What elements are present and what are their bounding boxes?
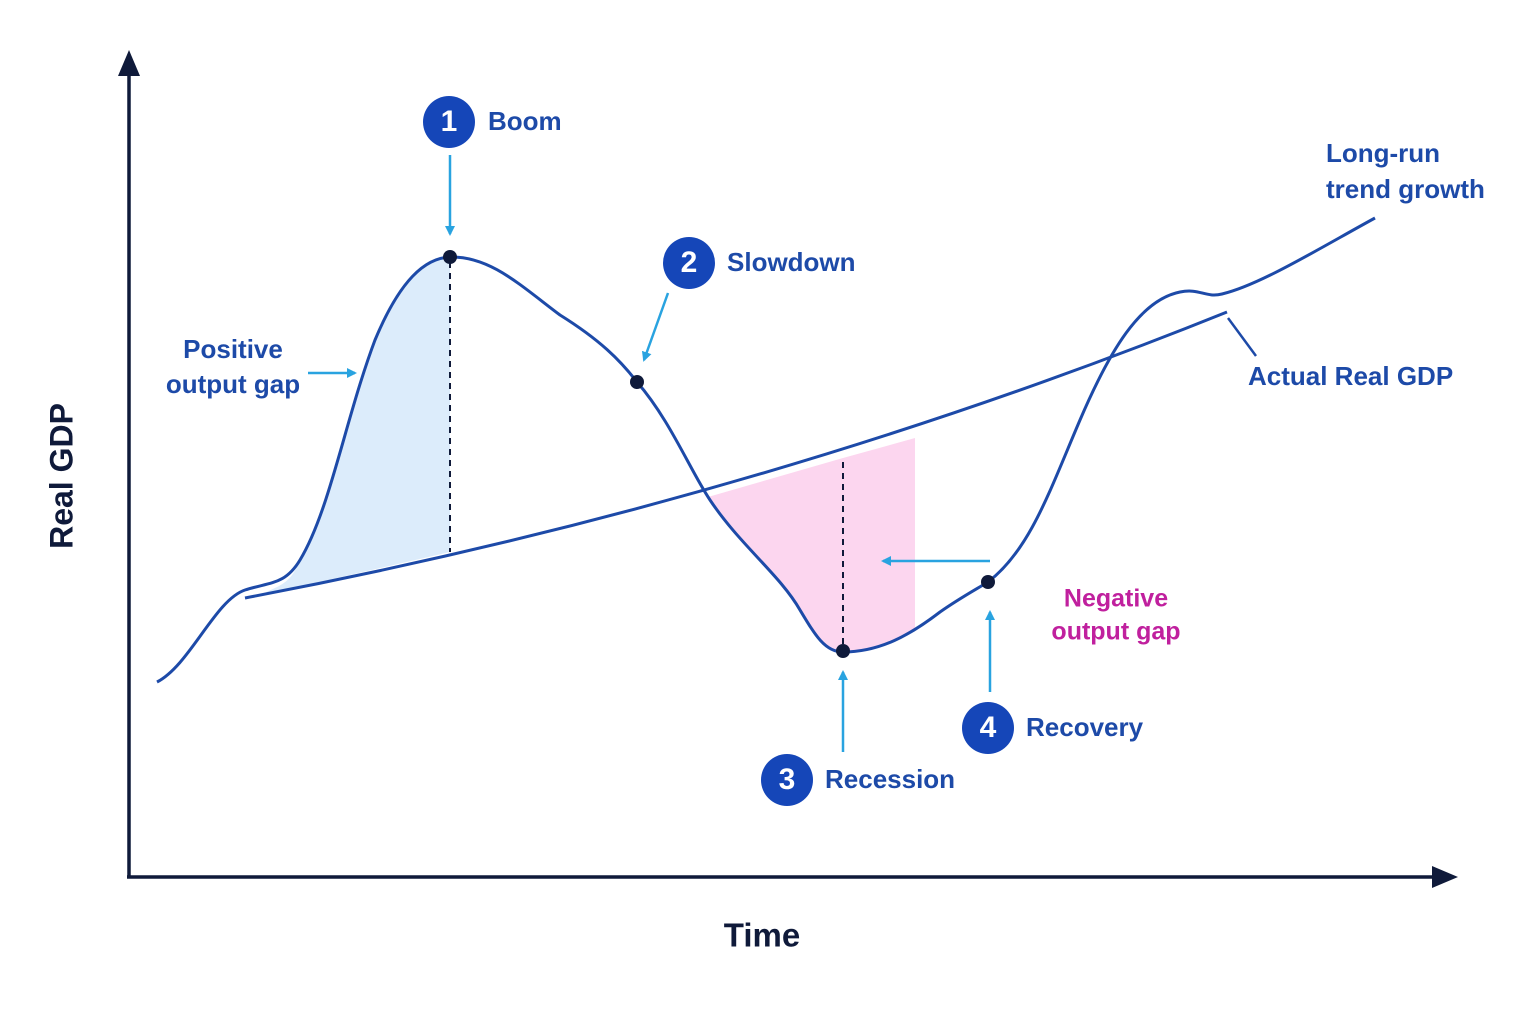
- trend-label: Long-run: [1326, 138, 1440, 168]
- badge-number: 3: [779, 763, 796, 796]
- negative-gap-label: output gap: [1051, 618, 1180, 646]
- positive-gap-label: output gap: [166, 369, 300, 399]
- trend-label: trend growth: [1326, 174, 1485, 204]
- slowdown-point: [630, 375, 644, 389]
- slowdown-arrow: [641, 292, 670, 362]
- y-axis-title: Real GDP: [43, 403, 79, 549]
- badge-number: 4: [980, 711, 997, 744]
- x-axis-title: Time: [724, 917, 800, 954]
- badge: [761, 754, 813, 806]
- badge: [663, 237, 715, 289]
- recession-point: [836, 644, 850, 658]
- x-axis-arrow: [1432, 866, 1458, 888]
- negative-gap-area: [708, 438, 915, 652]
- stage-label: Recovery: [1026, 712, 1144, 742]
- positive-gap-area: [258, 257, 450, 596]
- badge: [423, 96, 475, 148]
- stage-label: Boom: [488, 106, 562, 136]
- boom-point: [443, 250, 457, 264]
- recovery-point: [981, 575, 995, 589]
- trend-line: [244, 310, 1228, 600]
- badge-number: 1: [441, 105, 458, 138]
- badge-number: 2: [681, 246, 698, 279]
- actual-gdp-curve: [156, 216, 1376, 684]
- actual-gdp-pointer: [1226, 317, 1258, 357]
- y-axis-arrow: [118, 50, 140, 76]
- actual-gdp-label: Actual Real GDP: [1248, 361, 1453, 391]
- stage-label: Slowdown: [727, 247, 856, 277]
- stage-label: Recession: [825, 764, 955, 794]
- negative-gap-label: Negative: [1064, 585, 1168, 613]
- positive-gap-label: Positive: [183, 334, 283, 364]
- badge: [962, 702, 1014, 754]
